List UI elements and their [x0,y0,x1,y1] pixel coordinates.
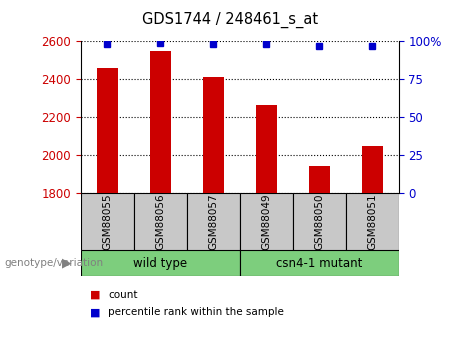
Text: ■: ■ [90,290,100,300]
Text: GDS1744 / 248461_s_at: GDS1744 / 248461_s_at [142,12,319,28]
Text: csn4-1 mutant: csn4-1 mutant [276,257,362,269]
FancyBboxPatch shape [81,193,134,250]
FancyBboxPatch shape [240,193,293,250]
Text: wild type: wild type [133,257,187,269]
Bar [255,105,277,193]
Bar [149,51,171,193]
Text: genotype/variation: genotype/variation [5,258,104,268]
FancyBboxPatch shape [293,193,346,250]
Bar [308,166,330,193]
FancyBboxPatch shape [81,250,240,276]
Text: ■: ■ [90,307,100,317]
FancyBboxPatch shape [187,193,240,250]
Text: GSM88057: GSM88057 [208,193,218,250]
Text: count: count [108,290,138,300]
FancyBboxPatch shape [346,193,399,250]
Text: GSM88051: GSM88051 [367,193,377,250]
FancyBboxPatch shape [134,193,187,250]
Text: percentile rank within the sample: percentile rank within the sample [108,307,284,317]
Text: GSM88050: GSM88050 [314,194,324,250]
Bar [203,77,224,193]
Bar [96,68,118,193]
Bar [361,146,383,193]
Text: GSM88049: GSM88049 [261,193,271,250]
Text: ▶: ▶ [62,257,71,269]
Text: GSM88056: GSM88056 [155,193,165,250]
FancyBboxPatch shape [240,250,399,276]
Text: GSM88055: GSM88055 [102,193,112,250]
